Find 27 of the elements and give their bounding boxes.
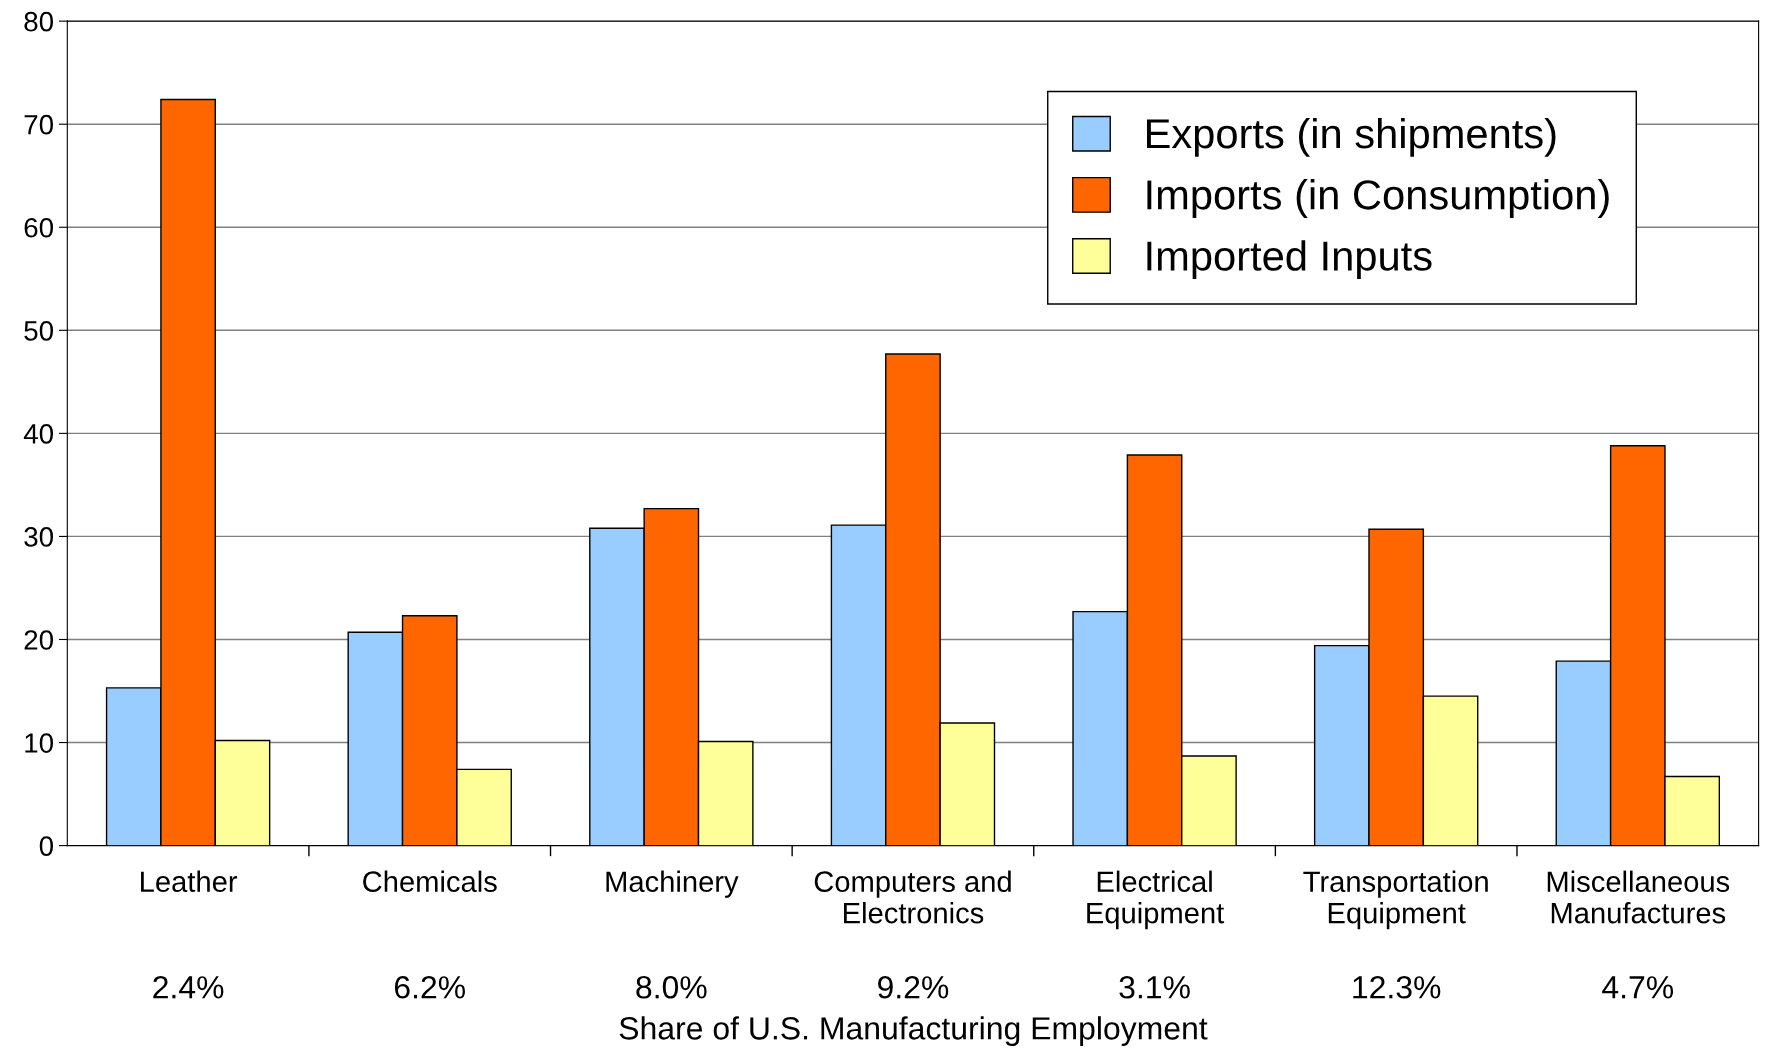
y-tick-label: 70 bbox=[24, 114, 54, 135]
legend-label: Imported Inputs bbox=[1147, 240, 1432, 280]
legend-label: Exports (in shipments) bbox=[1146, 117, 1556, 157]
text: 9.2% bbox=[878, 976, 949, 999]
y-tick-label: 0 bbox=[39, 836, 54, 856]
y-tick-label: 60 bbox=[24, 217, 54, 238]
y-tick-label: 50 bbox=[24, 320, 54, 341]
y-tick-label: 30 bbox=[24, 527, 54, 547]
y-tick-label: 40 bbox=[23, 424, 54, 444]
x-tick-label: Computers and Electronics bbox=[814, 870, 1011, 924]
text: 4.7% bbox=[1602, 976, 1674, 999]
x-tick-label: Leather bbox=[141, 870, 238, 893]
x-tick-label: Miscellaneous Manufactures bbox=[1547, 870, 1730, 924]
text: 12.3% bbox=[1353, 976, 1441, 999]
x-axis-title: Share of U.S. Manufacturing Employment bbox=[619, 1016, 1208, 1046]
text: 3.1% bbox=[1119, 976, 1190, 999]
y-tick-label: 80 bbox=[24, 11, 54, 32]
y-tick-label: 20 bbox=[24, 630, 54, 650]
legend-label: Imports (in Consumption) bbox=[1147, 179, 1609, 218]
y-tick-label: 10 bbox=[25, 733, 54, 753]
x-tick-label: Chemicals bbox=[363, 870, 497, 893]
x-tick-label: Electrical Equipment bbox=[1087, 870, 1225, 930]
x-tick-label: Transportation Equipment bbox=[1303, 870, 1488, 930]
text: 2.4% bbox=[153, 976, 224, 999]
text: 6.2% bbox=[394, 976, 465, 999]
text: 8.0% bbox=[636, 976, 707, 999]
x-tick-label: Machinery bbox=[606, 870, 739, 898]
